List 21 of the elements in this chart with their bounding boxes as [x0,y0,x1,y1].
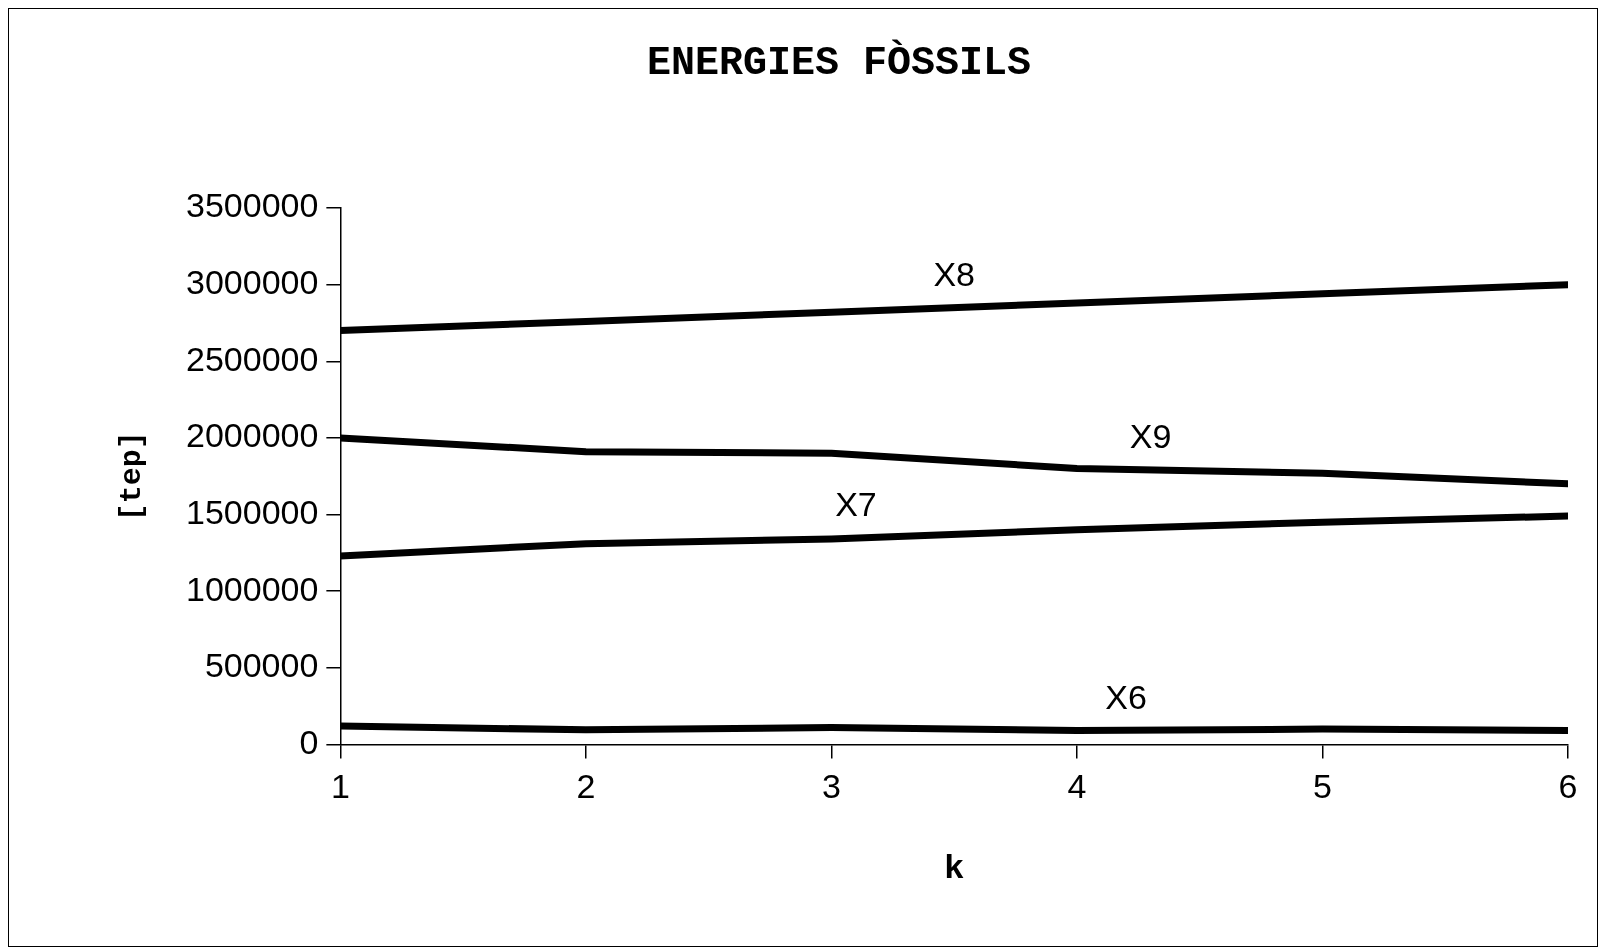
series-label: X9 [1129,417,1172,456]
x-tick-label: 1 [330,767,350,806]
series-label: X6 [1105,677,1147,716]
y-tick-label: 500000 [204,646,319,685]
y-tick-label: 3500000 [185,186,319,225]
y-tick-label: 2500000 [185,339,319,378]
y-tick-label: 1500000 [185,492,319,531]
chart-title: ENERGIES FÒSSILS [646,39,1032,87]
y-tick-label: 3000000 [185,263,319,301]
y-tick-label: 0 [299,722,319,761]
x-tick-label: 3 [821,767,841,806]
y-axis-title: [tep] [114,431,149,522]
x-tick-label: 6 [1558,767,1578,806]
x-tick-label: 2 [576,767,596,806]
series-label: X7 [835,485,877,524]
series-label: X8 [933,254,975,293]
x-axis-title: k [943,850,965,889]
y-tick-label: 1000000 [185,569,319,608]
y-tick-label: 2000000 [185,416,319,455]
x-tick-label: 5 [1313,767,1332,806]
x-tick-label: 4 [1067,767,1087,806]
